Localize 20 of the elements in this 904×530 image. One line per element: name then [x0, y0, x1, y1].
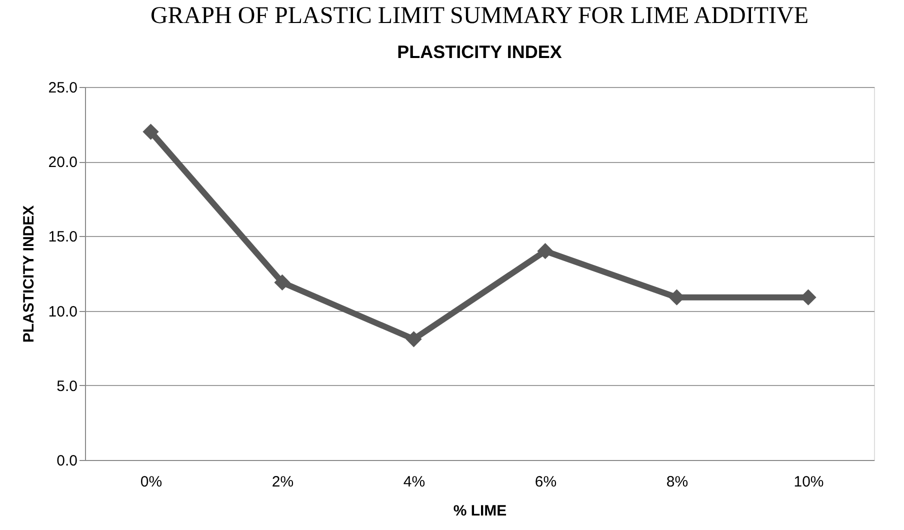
- y-axis-title: PLASTICITY INDEX: [20, 205, 38, 343]
- y-tick-label: 15.0: [48, 228, 78, 246]
- y-tick-label: 10.0: [48, 303, 78, 320]
- x-tick-label: 6%: [534, 474, 557, 490]
- y-tick-label: 25.0: [48, 80, 78, 96]
- point: [406, 331, 422, 348]
- chart-title: PLASTICITY INDEX: [397, 42, 562, 62]
- x-tick-label: 8%: [666, 474, 688, 490]
- x-axis-title: % LIME: [453, 502, 507, 520]
- y-tick-label: 20.0: [48, 154, 78, 172]
- text: GRAPH OF PLASTIC LIMIT SUMMARY FOR LIME ADDITIVE: [150, 3, 809, 29]
- y-tick-label: 0.0: [56, 452, 78, 470]
- x-tick-label: 10%: [794, 474, 824, 490]
- x-tick-label: 0%: [140, 474, 162, 490]
- point: [274, 274, 290, 291]
- y-tick-label: 5.0: [56, 378, 78, 395]
- point: [537, 243, 554, 260]
- x-tick-label: 4%: [403, 474, 426, 490]
- x-tick-label: 2%: [272, 474, 294, 490]
- point: [142, 124, 159, 140]
